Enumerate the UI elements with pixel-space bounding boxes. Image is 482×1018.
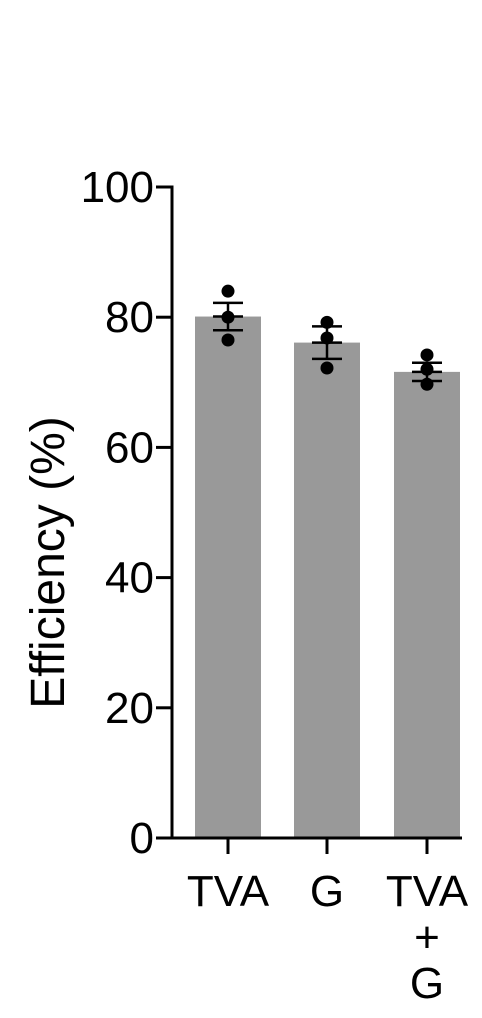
data-point [221,333,235,347]
y-tick-label: 100 [81,163,154,212]
data-points-layer [221,284,434,391]
data-point [320,315,334,329]
x-tick-label: TVA [187,867,270,916]
bar [394,371,460,838]
x-tick-label-line: TVA [187,867,270,916]
data-point [320,331,334,345]
data-point [221,310,235,324]
axes-layer [156,185,462,854]
y-tick-label: 20 [105,684,154,733]
bar [294,342,360,838]
data-point [420,362,434,376]
data-point [420,377,434,391]
x-tick-label: TVA + G [386,867,469,1008]
data-point [320,361,334,375]
x-tick-label-line: G [310,867,344,916]
y-tick-label: 40 [105,554,154,603]
bar [195,316,261,838]
y-tick-label: 60 [105,423,154,472]
y-tick-label: 80 [105,293,154,342]
data-point [221,284,235,298]
x-tick-label: G [310,867,344,916]
x-tick-label-line: + [414,913,440,962]
x-tick-label-line: G [410,959,444,1008]
y-tick-label: 0 [130,814,154,863]
bars-layer [195,316,460,838]
x-tick-label-line: TVA [386,867,469,916]
y-axis-label: Efficiency (%) [22,416,75,709]
data-point [420,348,434,362]
